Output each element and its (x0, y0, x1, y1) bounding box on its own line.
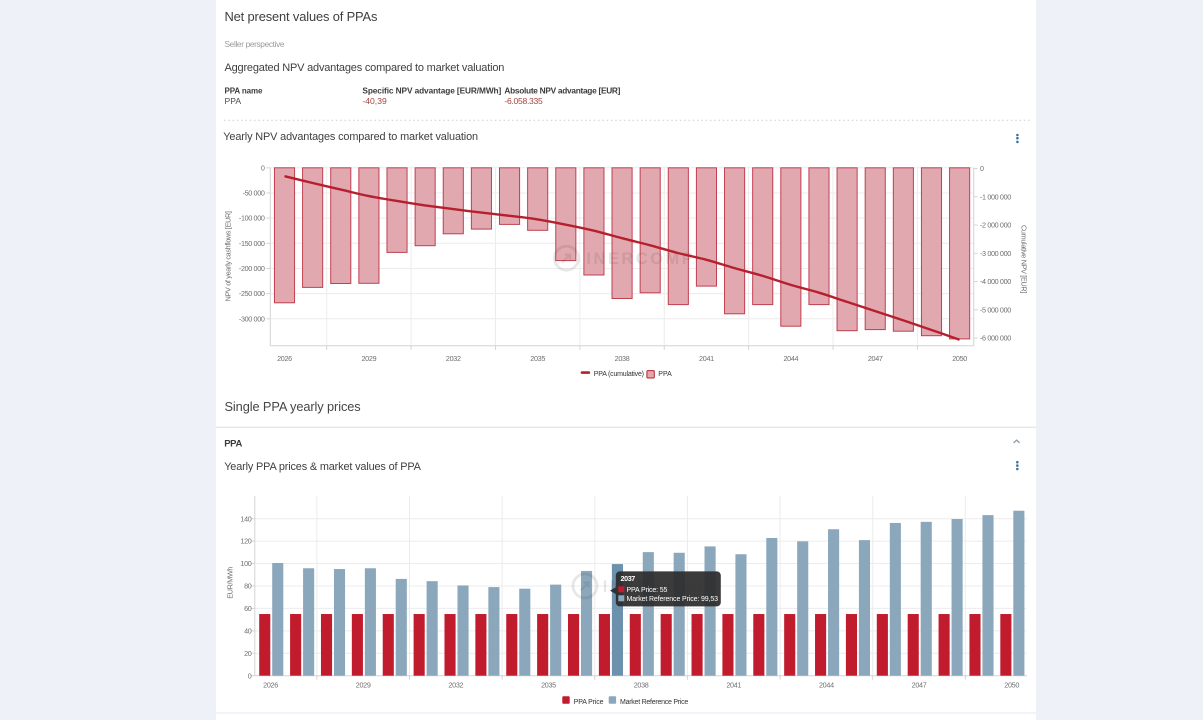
svg-text:0: 0 (261, 163, 265, 172)
svg-text:2038: 2038 (634, 680, 649, 689)
svg-text:Yearly NPV advantages compared: Yearly NPV advantages compared to market… (223, 131, 478, 143)
svg-text:2047: 2047 (868, 354, 883, 363)
svg-text:Aggregated NPV advantages comp: Aggregated NPV advantages compared to ma… (225, 62, 505, 74)
svg-text:Specific NPV advantage [EUR/MW: Specific NPV advantage [EUR/MWh] (362, 86, 501, 96)
svg-text:140: 140 (240, 514, 251, 523)
svg-text:-4 000 000: -4 000 000 (980, 277, 1011, 286)
svg-text:2044: 2044 (819, 680, 834, 689)
svg-text:2037: 2037 (621, 574, 636, 583)
svg-text:2032: 2032 (448, 680, 463, 689)
svg-text:-50 000: -50 000 (243, 189, 265, 198)
svg-text:2041: 2041 (726, 680, 741, 689)
svg-text:2044: 2044 (783, 354, 798, 363)
svg-text:-100 000: -100 000 (239, 214, 265, 223)
svg-text:2035: 2035 (541, 680, 556, 689)
svg-text:2032: 2032 (446, 354, 461, 363)
svg-text:-40,39: -40,39 (362, 96, 387, 106)
svg-text:-150 000: -150 000 (239, 239, 265, 248)
svg-text:-3 000 000: -3 000 000 (980, 249, 1011, 258)
svg-text:PPA (cumulative): PPA (cumulative) (594, 371, 644, 378)
svg-text:-6 000 000: -6 000 000 (980, 334, 1011, 343)
svg-text:2038: 2038 (615, 354, 630, 363)
svg-text:2029: 2029 (361, 354, 376, 363)
svg-text:NPV of yearly cashflows [EUR]: NPV of yearly cashflows [EUR] (224, 211, 233, 301)
svg-text:-2 000 000: -2 000 000 (980, 221, 1011, 230)
svg-text:-1 000 000: -1 000 000 (980, 192, 1011, 201)
svg-text:PPA: PPA (225, 96, 242, 106)
svg-text:0: 0 (248, 671, 252, 680)
svg-text:Cumulative NPV [EUR]: Cumulative NPV [EUR] (1020, 225, 1029, 293)
svg-text:2050: 2050 (952, 354, 967, 363)
svg-text:Absolute NPV advantage [EUR]: Absolute NPV advantage [EUR] (504, 86, 620, 96)
svg-text:2026: 2026 (263, 680, 278, 689)
svg-text:EUR/MWh: EUR/MWh (226, 567, 235, 599)
svg-text:-250 000: -250 000 (239, 289, 265, 298)
svg-text:2041: 2041 (699, 354, 714, 363)
svg-text:-300 000: -300 000 (239, 314, 265, 323)
svg-text:Market Reference Price: 99,53: Market Reference Price: 99,53 (627, 596, 719, 603)
svg-text:Single PPA yearly prices: Single PPA yearly prices (225, 399, 361, 414)
svg-text:100: 100 (240, 559, 251, 568)
svg-text:80: 80 (244, 582, 252, 591)
svg-text:Market Reference Price: Market Reference Price (620, 699, 688, 706)
svg-text:PPA name: PPA name (225, 87, 264, 96)
svg-text:Yearly PPA prices & market val: Yearly PPA prices & market values of PPA (224, 461, 421, 473)
svg-text:60: 60 (244, 604, 252, 613)
svg-text:PPA: PPA (224, 438, 242, 449)
svg-text:PPA: PPA (658, 371, 672, 378)
svg-text:2050: 2050 (1004, 680, 1019, 689)
svg-text:2035: 2035 (530, 354, 545, 363)
svg-text:-200 000: -200 000 (239, 264, 265, 273)
svg-text:INERCOMP: INERCOMP (586, 250, 695, 268)
svg-text:20: 20 (244, 649, 252, 658)
svg-text:Seller perspective: Seller perspective (225, 39, 285, 49)
svg-text:PPA Price: PPA Price (574, 699, 604, 706)
svg-text:40: 40 (244, 626, 252, 635)
svg-text:2029: 2029 (356, 680, 371, 689)
svg-text:-5 000 000: -5 000 000 (980, 305, 1011, 314)
svg-text:2026: 2026 (277, 354, 292, 363)
svg-text:0: 0 (980, 164, 984, 173)
svg-text:-6.058.335: -6.058.335 (504, 96, 543, 106)
svg-text:Net present values of PPAs: Net present values of PPAs (225, 9, 378, 24)
svg-text:2047: 2047 (912, 680, 927, 689)
svg-text:120: 120 (240, 537, 251, 546)
svg-text:PPA Price: 55: PPA Price: 55 (627, 587, 668, 594)
